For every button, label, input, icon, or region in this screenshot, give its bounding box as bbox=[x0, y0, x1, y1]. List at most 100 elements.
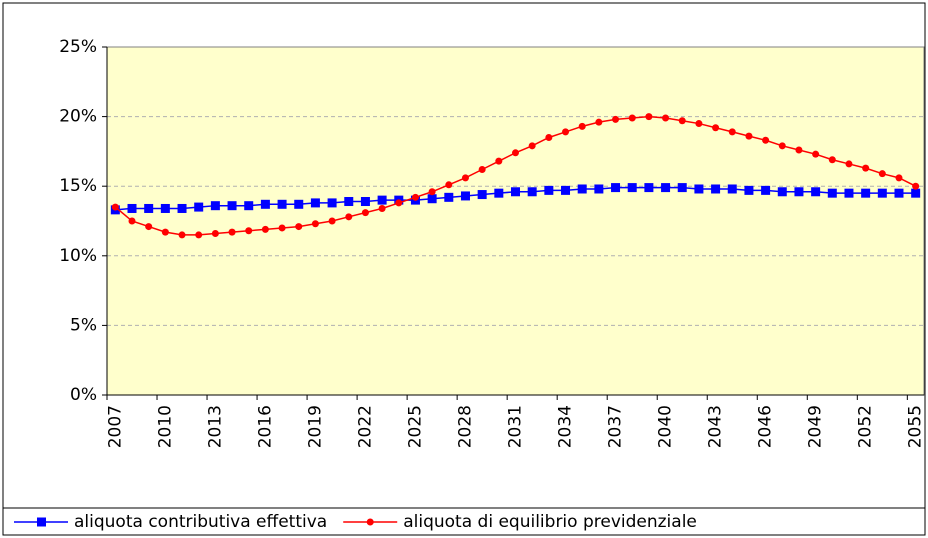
marker bbox=[761, 185, 771, 195]
legend-label: aliquota contributiva effettiva bbox=[74, 512, 327, 532]
legend-marker bbox=[37, 517, 46, 527]
marker bbox=[294, 199, 304, 209]
x-tick-label: 2052 bbox=[856, 405, 876, 448]
marker bbox=[578, 122, 586, 130]
marker bbox=[344, 197, 354, 207]
marker bbox=[678, 117, 686, 125]
marker bbox=[261, 225, 269, 233]
x-tick-label: 2046 bbox=[756, 405, 776, 448]
marker bbox=[912, 182, 920, 190]
x-tick-label: 2055 bbox=[906, 405, 926, 448]
marker bbox=[260, 199, 270, 209]
x-tick-label: 2010 bbox=[155, 405, 175, 448]
y-tick-label: 20% bbox=[59, 107, 97, 127]
marker bbox=[178, 231, 186, 239]
marker bbox=[328, 217, 336, 225]
marker bbox=[195, 231, 203, 239]
marker bbox=[744, 185, 754, 195]
marker bbox=[594, 184, 604, 194]
marker bbox=[677, 183, 687, 193]
marker bbox=[612, 115, 620, 123]
marker bbox=[911, 188, 921, 198]
x-tick-label: 2049 bbox=[806, 405, 826, 448]
legend-label: aliquota di equilibrio previdenziale bbox=[403, 512, 697, 532]
marker bbox=[545, 133, 553, 141]
marker bbox=[145, 223, 153, 231]
marker bbox=[345, 213, 353, 221]
marker bbox=[244, 201, 254, 211]
marker bbox=[877, 188, 887, 198]
x-tick-label: 2016 bbox=[255, 405, 275, 448]
marker bbox=[644, 183, 654, 193]
y-tick-label: 0% bbox=[70, 385, 97, 405]
legend-box bbox=[2, 507, 926, 536]
marker bbox=[278, 224, 286, 232]
marker bbox=[495, 157, 503, 165]
marker bbox=[645, 113, 653, 121]
marker bbox=[794, 187, 804, 197]
marker bbox=[477, 190, 487, 200]
marker bbox=[728, 128, 736, 136]
x-tick-label: 2031 bbox=[506, 405, 526, 448]
marker bbox=[745, 132, 753, 140]
marker bbox=[595, 118, 603, 126]
marker bbox=[812, 150, 820, 158]
y-tick-label: 5% bbox=[70, 315, 97, 335]
marker bbox=[827, 188, 837, 198]
marker bbox=[361, 209, 369, 217]
marker bbox=[778, 142, 786, 150]
y-tick-label: 15% bbox=[59, 176, 97, 196]
marker bbox=[828, 156, 836, 164]
marker bbox=[494, 188, 504, 198]
y-tick-label: 10% bbox=[59, 246, 97, 266]
marker bbox=[311, 220, 319, 228]
marker bbox=[561, 185, 571, 195]
marker bbox=[277, 199, 287, 209]
marker bbox=[411, 193, 419, 201]
marker bbox=[544, 185, 554, 195]
marker bbox=[512, 149, 519, 157]
marker bbox=[811, 187, 821, 197]
marker bbox=[378, 204, 386, 212]
marker bbox=[627, 183, 637, 193]
marker bbox=[478, 165, 486, 173]
marker bbox=[160, 203, 170, 213]
marker bbox=[577, 184, 587, 194]
marker bbox=[861, 188, 871, 198]
marker bbox=[777, 187, 787, 197]
x-tick-label: 2025 bbox=[405, 405, 425, 448]
marker bbox=[127, 203, 137, 213]
marker bbox=[444, 192, 454, 202]
marker bbox=[227, 201, 237, 211]
marker bbox=[428, 188, 436, 196]
x-tick-label: 2022 bbox=[355, 405, 375, 448]
marker bbox=[228, 228, 236, 236]
marker bbox=[727, 184, 737, 194]
x-tick-label: 2019 bbox=[305, 405, 325, 448]
marker bbox=[210, 201, 220, 211]
marker bbox=[662, 114, 670, 122]
marker bbox=[862, 164, 870, 172]
marker bbox=[177, 203, 187, 213]
marker bbox=[628, 114, 636, 122]
marker bbox=[395, 199, 403, 207]
marker bbox=[711, 184, 721, 194]
marker bbox=[111, 203, 119, 211]
legend-marker bbox=[366, 518, 374, 526]
marker bbox=[310, 198, 320, 208]
marker bbox=[295, 223, 303, 231]
marker bbox=[144, 203, 154, 213]
marker bbox=[527, 187, 537, 197]
marker bbox=[461, 174, 469, 182]
marker bbox=[712, 124, 720, 132]
marker bbox=[845, 160, 853, 168]
marker bbox=[661, 183, 671, 193]
marker bbox=[611, 183, 621, 193]
marker bbox=[194, 202, 204, 212]
x-tick-label: 2007 bbox=[105, 405, 125, 448]
marker bbox=[795, 146, 803, 154]
x-tick-label: 2013 bbox=[205, 405, 225, 448]
x-tick-label: 2034 bbox=[556, 405, 576, 448]
marker bbox=[427, 194, 437, 204]
